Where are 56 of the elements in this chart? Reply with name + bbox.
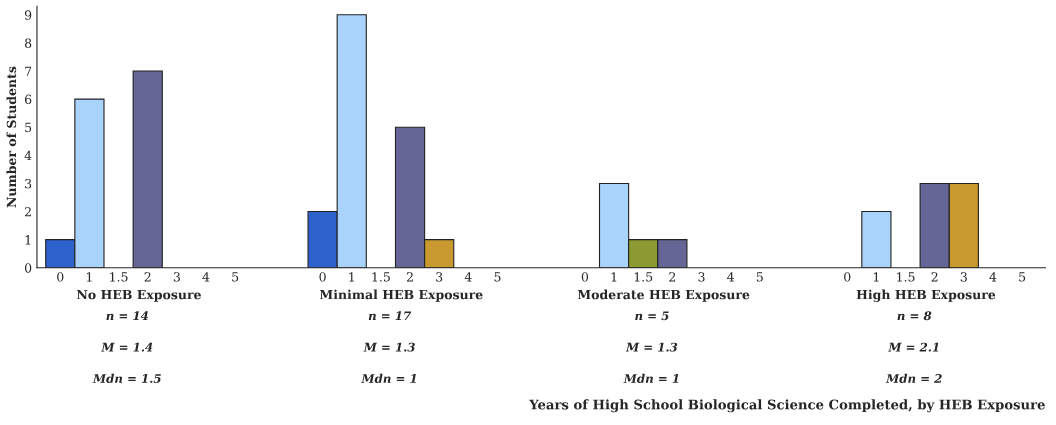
x-tick-label: 4 xyxy=(464,272,472,282)
x-tick-label: 5 xyxy=(1019,272,1026,282)
y-tick-label: 3 xyxy=(25,178,32,189)
text: No HEB Exposure xyxy=(76,290,201,302)
text: Mdn = 1 xyxy=(361,373,416,383)
x-tick-label: 5 xyxy=(232,272,239,282)
y-tick-label: 2 xyxy=(24,207,31,217)
y-tick-label: 6 xyxy=(24,94,32,105)
x-tick-label: 3 xyxy=(173,272,180,282)
text: M = 1.4 xyxy=(101,342,153,352)
x-tick-label: 3 xyxy=(960,272,967,282)
text: Mdn = 2 xyxy=(885,373,942,383)
y-tick-label: 0 xyxy=(24,263,32,273)
text: Years of High School Biological Science Completed, by HEB Exposure xyxy=(529,399,1045,413)
text: Mdn = 1.5 xyxy=(92,373,161,383)
text: n = 8 xyxy=(897,311,932,321)
text: M = 1.3 xyxy=(625,342,678,352)
x-tick-label: 1.5 xyxy=(110,272,128,282)
y-tick-label: 8 xyxy=(24,38,32,48)
y-tick-label: 5 xyxy=(25,122,32,133)
text: Moderate HEB Exposure xyxy=(577,289,750,302)
x-tick-label: 3 xyxy=(436,272,443,282)
x-tick-label: 0 xyxy=(844,272,851,282)
y-axis-title: Number of Students xyxy=(6,66,17,208)
x-tick-label: 2 xyxy=(931,272,938,282)
x-tick-label: 4 xyxy=(202,272,210,282)
text: M = 2.1 xyxy=(888,342,939,352)
y-tick-label: 9 xyxy=(24,10,32,20)
x-tick-label: 1.5 xyxy=(634,272,653,282)
x-tick-label: 0 xyxy=(57,272,64,282)
text: n = 14 xyxy=(106,311,149,321)
x-tick-label: 2 xyxy=(144,272,151,282)
x-tick-label: 5 xyxy=(494,272,501,282)
x-tick-label: 1.5 xyxy=(372,272,390,282)
x-tick-label: 1 xyxy=(873,272,879,282)
x-tick-label: 5 xyxy=(756,272,763,282)
x-tick-label: 1 xyxy=(349,272,354,282)
y-tick-label: 7 xyxy=(25,66,32,76)
text: Minimal HEB Exposure xyxy=(319,289,483,302)
x-tick-label: 0 xyxy=(581,272,589,282)
x-tick-label: 3 xyxy=(698,272,705,282)
text: M = 1.3 xyxy=(363,342,415,352)
y-tick-label: 1 xyxy=(25,235,31,245)
y-tick-label: 4 xyxy=(24,150,32,161)
x-tick-label: 4 xyxy=(727,272,734,282)
x-tick-label: 0 xyxy=(319,272,326,282)
text: High HEB Exposure xyxy=(856,289,996,302)
text: n = 5 xyxy=(635,311,669,321)
x-tick-label: 1 xyxy=(86,272,92,282)
x-tick-label: 2 xyxy=(669,272,676,282)
text: n = 17 xyxy=(368,311,412,321)
x-tick-label: 1 xyxy=(611,272,617,282)
x-tick-label: 4 xyxy=(989,272,997,282)
text: Mdn = 1 xyxy=(623,373,679,383)
x-tick-label: 2 xyxy=(406,272,413,282)
x-tick-label: 1.5 xyxy=(897,272,915,282)
